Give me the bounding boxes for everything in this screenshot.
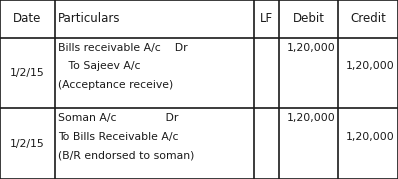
Text: 1/2/15: 1/2/15	[10, 139, 45, 149]
Text: Bills receivable A/c    Dr: Bills receivable A/c Dr	[58, 43, 187, 53]
Text: LF: LF	[259, 13, 273, 25]
Text: Particulars: Particulars	[58, 13, 120, 25]
Text: Credit: Credit	[350, 13, 386, 25]
Text: 1,20,000: 1,20,000	[346, 132, 395, 142]
Text: (B/R endorsed to soman): (B/R endorsed to soman)	[58, 150, 194, 160]
Text: 1,20,000: 1,20,000	[287, 113, 335, 123]
Text: 1,20,000: 1,20,000	[287, 43, 335, 53]
Text: To Sajeev A/c: To Sajeev A/c	[58, 61, 140, 71]
Text: Date: Date	[13, 13, 41, 25]
Text: To Bills Receivable A/c: To Bills Receivable A/c	[58, 132, 178, 142]
Text: 1/2/15: 1/2/15	[10, 68, 45, 78]
Text: (Acceptance receive): (Acceptance receive)	[58, 80, 173, 90]
Text: 1,20,000: 1,20,000	[346, 61, 395, 71]
Text: Soman A/c              Dr: Soman A/c Dr	[58, 113, 178, 123]
Text: Debit: Debit	[293, 13, 324, 25]
